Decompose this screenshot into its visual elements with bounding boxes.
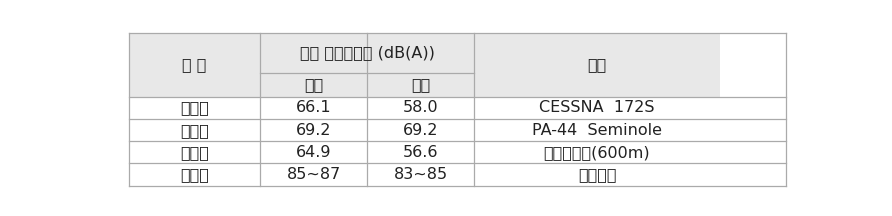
Bar [260, 119, 368, 141]
Bar [260, 97, 368, 119]
Text: 빙고사바나(600m): 빙고사바나(600m) [544, 145, 650, 160]
Bar [260, 163, 368, 186]
Text: 58.0: 58.0 [403, 100, 439, 115]
Bar [128, 33, 260, 97]
Text: 64.9: 64.9 [296, 145, 332, 160]
Bar [128, 163, 260, 186]
Bar [475, 119, 720, 141]
Bar [260, 33, 475, 73]
Text: 쌍발기: 쌍발기 [180, 123, 209, 138]
Bar [475, 141, 720, 163]
Text: 민항기: 민항기 [180, 167, 209, 182]
Text: 기종: 기종 [588, 57, 607, 72]
Text: PA-44  Seminole: PA-44 Seminole [532, 123, 662, 138]
Text: CESSNA  172S: CESSNA 172S [540, 100, 655, 115]
Text: 56.6: 56.6 [403, 145, 439, 160]
Text: 69.2: 69.2 [403, 123, 439, 138]
Bar [260, 141, 368, 163]
Bar [128, 97, 260, 119]
Bar [368, 119, 475, 141]
Text: 83~85: 83~85 [393, 167, 448, 182]
Bar [475, 33, 720, 97]
Text: 구 분: 구 분 [182, 57, 207, 72]
Bar [368, 163, 475, 186]
Text: 평균 통과소음도 (dB(A)): 평균 통과소음도 (dB(A)) [300, 45, 434, 60]
Bar [128, 119, 260, 141]
Text: 이륙: 이륙 [304, 78, 323, 92]
Bar [368, 97, 475, 119]
Bar [368, 141, 475, 163]
Text: 단발기: 단발기 [180, 100, 209, 115]
Text: 66.1: 66.1 [296, 100, 332, 115]
Bar [368, 73, 475, 97]
Text: 제트엔진: 제트엔진 [578, 167, 616, 182]
Bar [475, 163, 720, 186]
Text: 69.2: 69.2 [296, 123, 332, 138]
Bar [475, 97, 720, 119]
Text: 착륙: 착륙 [411, 78, 430, 92]
Text: 초경량: 초경량 [180, 145, 209, 160]
Bar [260, 73, 368, 97]
Text: 85~87: 85~87 [286, 167, 341, 182]
Bar [128, 141, 260, 163]
